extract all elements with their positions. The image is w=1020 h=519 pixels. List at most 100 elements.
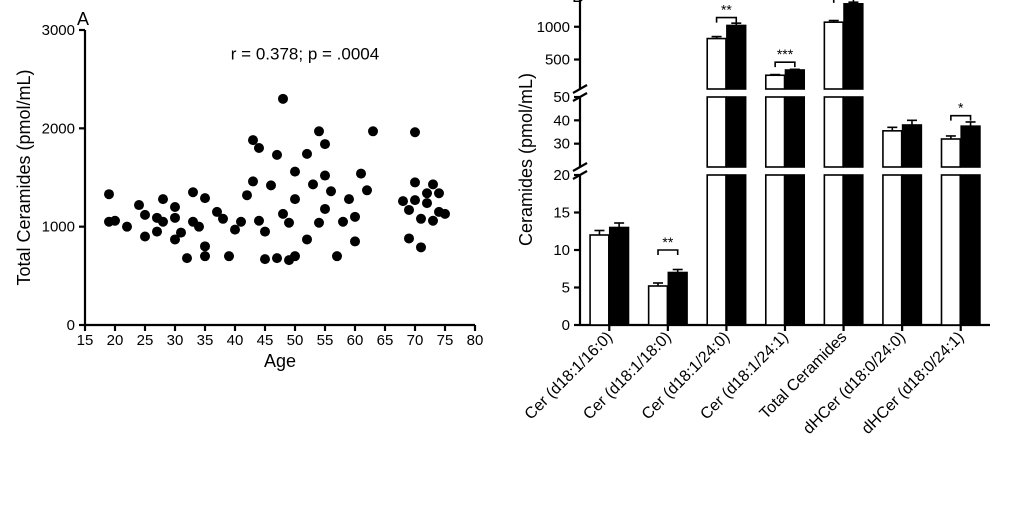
- panel-b: B0510152030405050010001500Ceramides (pmo…: [516, 0, 990, 438]
- scatter-point: [410, 177, 420, 187]
- scatter-point: [350, 236, 360, 246]
- scatter-point: [320, 139, 330, 149]
- bar: [883, 131, 902, 167]
- y-tick-label: 3000: [42, 22, 75, 39]
- bar: [903, 125, 922, 167]
- y-tick-label: 1000: [537, 19, 570, 36]
- scatter-point: [422, 188, 432, 198]
- scatter-point: [428, 179, 438, 189]
- x-tick-label: dHCer (d18:0/24:0): [800, 329, 909, 438]
- x-tick-label: 45: [257, 332, 274, 349]
- bar: [590, 235, 609, 325]
- x-tick-label: 40: [227, 332, 244, 349]
- scatter-point: [170, 213, 180, 223]
- y-axis-label: Ceramides (pmol/mL): [516, 73, 536, 246]
- scatter-point: [194, 222, 204, 232]
- x-tick-label: 65: [377, 332, 394, 349]
- panel-a-stat: r = 0.378; p = .0004: [231, 45, 379, 64]
- scatter-point: [320, 171, 330, 181]
- y-axis-label: Total Ceramides (pmol/mL): [14, 69, 34, 285]
- scatter-point: [314, 218, 324, 228]
- bar: [649, 286, 668, 325]
- scatter-point: [338, 217, 348, 227]
- scatter-point: [368, 126, 378, 136]
- scatter-point: [170, 202, 180, 212]
- scatter-point: [242, 190, 252, 200]
- y-tick-label: 0: [562, 317, 570, 334]
- x-tick-label: 25: [137, 332, 154, 349]
- figure: A152025303540455055606570758001000200030…: [0, 0, 1020, 519]
- sig-stars: **: [721, 2, 732, 18]
- scatter-point: [344, 194, 354, 204]
- sig-bracket: [658, 250, 678, 255]
- scatter-point: [362, 185, 372, 195]
- scatter-point: [140, 232, 150, 242]
- x-tick-label: 15: [77, 332, 94, 349]
- bar: [785, 70, 804, 89]
- y-tick-label: 1500: [537, 0, 570, 3]
- sig-stars: *: [958, 100, 964, 116]
- x-tick-label: 20: [107, 332, 124, 349]
- bar: [844, 97, 863, 167]
- bar: [942, 175, 961, 325]
- x-tick-label: 35: [197, 332, 214, 349]
- scatter-point: [314, 126, 324, 136]
- scatter-point: [272, 150, 282, 160]
- bar: [668, 273, 687, 326]
- scatter-point: [302, 234, 312, 244]
- scatter-point: [200, 241, 210, 251]
- bar: [727, 25, 746, 89]
- sig-bracket: [951, 116, 971, 121]
- y-tick-label: 500: [545, 52, 570, 69]
- sig-stars: **: [662, 234, 673, 250]
- scatter-point: [104, 189, 114, 199]
- bar: [844, 4, 863, 89]
- y-tick-label: 15: [553, 205, 570, 222]
- scatter-point: [332, 251, 342, 261]
- scatter-point: [248, 135, 258, 145]
- bar: [824, 22, 843, 89]
- scatter-point: [230, 225, 240, 235]
- scatter-point: [254, 143, 264, 153]
- bar: [844, 175, 863, 325]
- scatter-point: [326, 186, 336, 196]
- scatter-point: [350, 212, 360, 222]
- scatter-point: [224, 251, 234, 261]
- x-axis-label: Age: [264, 351, 296, 371]
- scatter-point: [158, 194, 168, 204]
- y-tick-label: 10: [553, 242, 570, 259]
- x-tick-label: 55: [317, 332, 334, 349]
- scatter-point: [410, 127, 420, 137]
- y-tick-label: 2000: [42, 120, 75, 137]
- scatter-point: [278, 94, 288, 104]
- scatter-point: [356, 169, 366, 179]
- scatter-point: [254, 216, 264, 226]
- scatter-point: [440, 209, 450, 219]
- x-tick-label: 60: [347, 332, 364, 349]
- bar: [785, 175, 804, 325]
- bar: [707, 39, 726, 89]
- scatter-point: [410, 195, 420, 205]
- scatter-point: [236, 217, 246, 227]
- bar: [610, 228, 629, 326]
- scatter-point: [200, 193, 210, 203]
- bar: [824, 97, 843, 167]
- scatter-point: [152, 227, 162, 237]
- scatter-point: [272, 253, 282, 263]
- scatter-point: [260, 254, 270, 264]
- bar: [883, 175, 902, 325]
- scatter-point: [134, 200, 144, 210]
- scatter-point: [404, 233, 414, 243]
- bar: [727, 97, 746, 167]
- scatter-point: [428, 216, 438, 226]
- bar: [961, 126, 980, 167]
- scatter-point: [422, 198, 432, 208]
- x-tick-label: 50: [287, 332, 304, 349]
- scatter-point: [290, 194, 300, 204]
- bar: [961, 175, 980, 325]
- bar: [766, 75, 785, 89]
- bar: [942, 139, 961, 167]
- x-tick-label: 30: [167, 332, 184, 349]
- x-tick-label: 80: [467, 332, 484, 349]
- scatter-point: [260, 227, 270, 237]
